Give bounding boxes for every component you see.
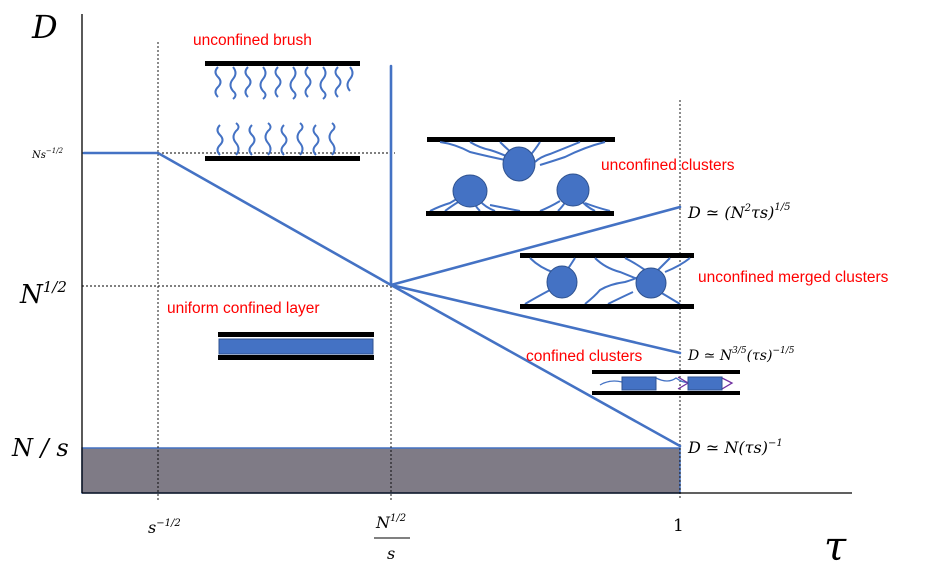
confined-clusters-icon <box>592 370 740 395</box>
x-axis-label: τ <box>824 524 847 561</box>
label-confined-clusters: confined clusters <box>526 348 643 365</box>
eq-upper: D ≃ (N2τs)1/5 <box>687 202 790 222</box>
label-uniform-confined-layer: uniform confined layer <box>167 300 320 317</box>
label-unconfined-brush: unconfined brush <box>193 32 312 49</box>
y-axis-label: D <box>31 8 58 46</box>
xtick-s-neg-half: s−1/2 <box>148 518 181 537</box>
excluded-band <box>82 448 680 493</box>
boundary-lower <box>391 285 680 446</box>
brush-chains-icon <box>205 61 360 161</box>
boundary-upper <box>391 207 680 285</box>
ytick-n-over-s: N / s <box>11 434 69 462</box>
eq-lower: D ≃ N(τs)−1 <box>687 438 783 457</box>
boundary-middle <box>391 285 680 353</box>
confined-layer-icon <box>218 332 374 360</box>
eq-middle: D ≃ N3/5(τs)−1/5 <box>687 346 795 364</box>
svg-text:N1/2: N1/2 <box>375 513 406 532</box>
ytick-ns: Ns−1/2 <box>31 147 64 161</box>
xtick-n-half-over-s: N1/2 s <box>374 513 410 561</box>
xtick-one: 1 <box>673 516 684 536</box>
cluster-blob-icon <box>426 137 615 216</box>
ytick-n-half: N1/2 <box>19 278 67 310</box>
label-unconfined-merged-clusters: unconfined merged clusters <box>698 269 889 286</box>
boundary-brush <box>84 153 391 285</box>
label-unconfined-clusters: unconfined clusters <box>601 157 735 174</box>
svg-text:s: s <box>387 544 395 561</box>
merged-clusters-icon <box>520 253 694 309</box>
